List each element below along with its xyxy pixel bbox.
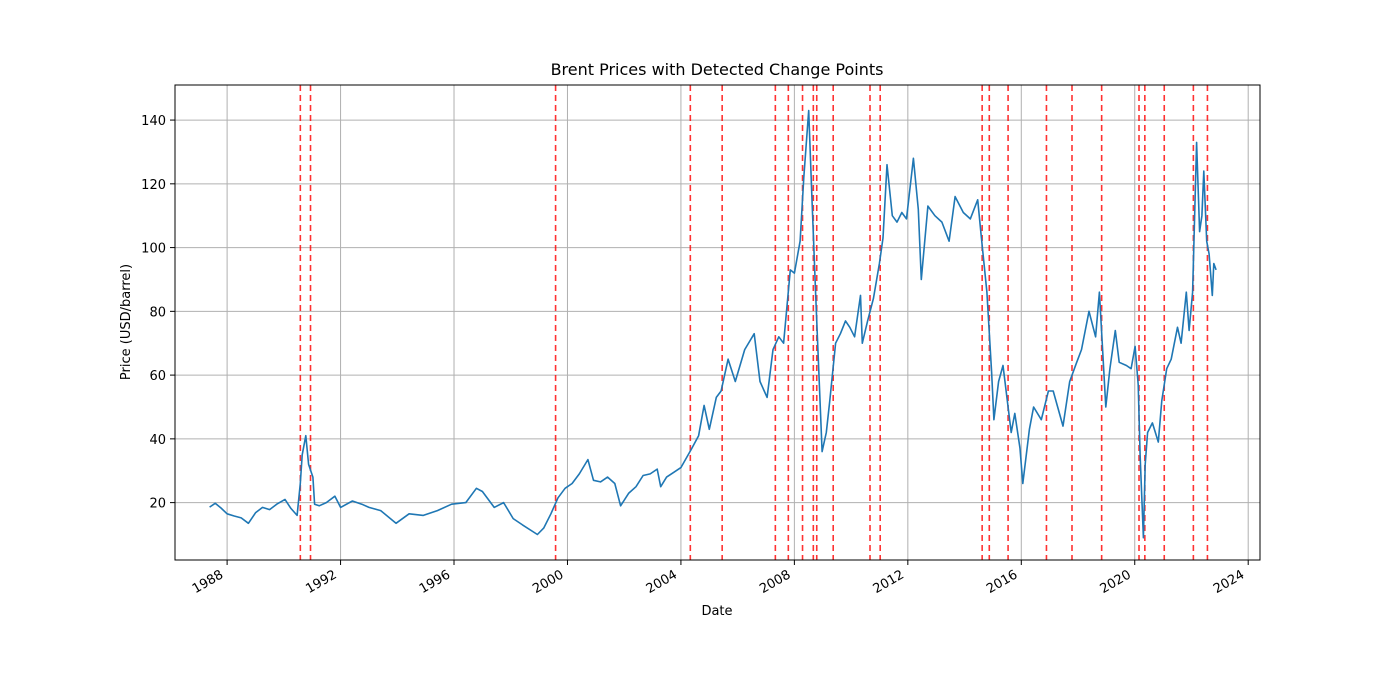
- brent-price-line: [209, 109, 1217, 539]
- y-tick-label: 140: [141, 114, 166, 129]
- x-axis-label: Date: [701, 604, 732, 619]
- chart-title: Brent Prices with Detected Change Points: [551, 60, 884, 79]
- y-tick-label: 60: [149, 369, 166, 384]
- y-axis-ticks: 20 40 60 80 100 120 140: [141, 114, 175, 512]
- y-tick-label: 120: [141, 178, 166, 193]
- y-tick-label: 80: [149, 305, 166, 320]
- y-axis-label: Price (USD/barrel): [119, 264, 134, 380]
- y-tick-label: 20: [149, 497, 166, 512]
- change-point-lines: [299, 85, 1209, 560]
- y-tick-label: 40: [149, 433, 166, 448]
- plot-frame: [174, 84, 1261, 561]
- y-tick-label: 100: [141, 242, 166, 257]
